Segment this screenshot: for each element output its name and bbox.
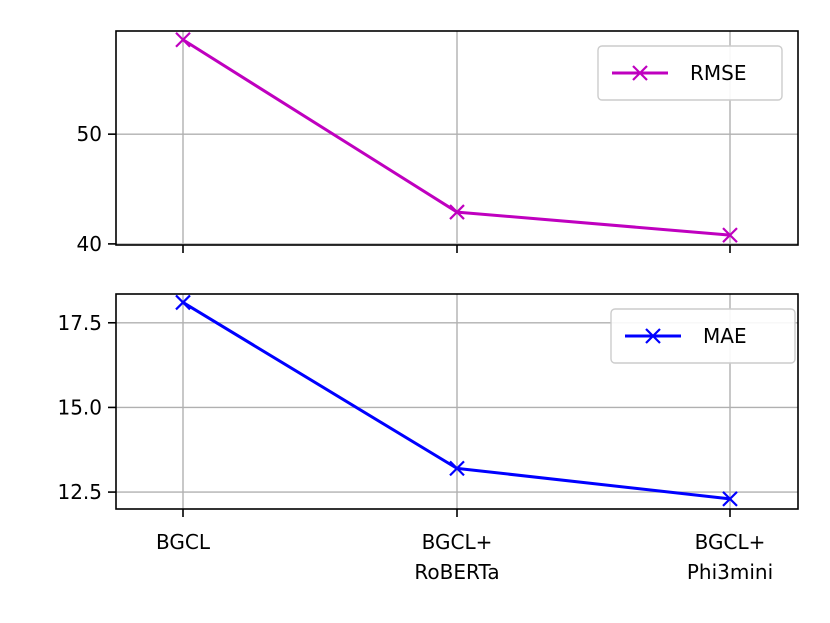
y-tick-label: 50	[77, 122, 102, 146]
legend-label: RMSE	[690, 61, 746, 85]
data-point	[449, 204, 465, 220]
legend-marker	[645, 328, 661, 344]
data-point	[175, 294, 191, 311]
data-point	[449, 460, 465, 477]
x-tick-label: BGCL+ RoBERTa	[414, 530, 499, 584]
data-point	[722, 491, 738, 507]
axes-frame	[115, 30, 799, 246]
y-tick-label: 40	[77, 232, 102, 256]
legend-box	[597, 45, 783, 101]
y-tick-label: 15.0	[57, 395, 102, 419]
axes-frame	[115, 293, 799, 510]
y-tick-label: 12.5	[57, 480, 102, 504]
legend-box	[610, 308, 796, 364]
data-point	[175, 32, 191, 48]
legend-marker	[632, 65, 648, 81]
y-tick-label: 17.5	[57, 311, 102, 335]
x-tick-label: BGCL+ Phi3mini	[687, 530, 773, 584]
x-tick-label: BGCL	[156, 530, 211, 554]
data-point	[722, 227, 738, 243]
legend-label: MAE	[703, 324, 747, 348]
